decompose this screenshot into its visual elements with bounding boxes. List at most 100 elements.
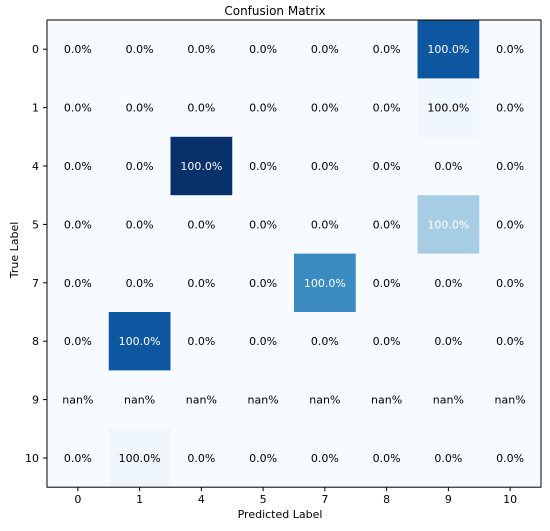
- heatmap-cell-4-0: [47, 136, 110, 196]
- heatmap-cell-8-5: [232, 312, 295, 371]
- heatmap-cell-8-9: [417, 312, 480, 371]
- cell-label-7-0: 0.0%: [64, 277, 92, 290]
- heatmap-cell-0-10: [479, 20, 542, 79]
- cell-label-9-0: nan%: [62, 394, 93, 407]
- cell-label-0-4: 0.0%: [187, 43, 215, 56]
- heatmap-cell-7-8: [355, 253, 418, 313]
- heatmap-cell-1-10: [479, 78, 542, 138]
- cell-label-4-1: 0.0%: [126, 160, 154, 173]
- cell-label-5-5: 0.0%: [249, 218, 277, 231]
- heatmap-cell-10-10: [479, 428, 542, 488]
- heatmap-cell-7-5: [232, 253, 295, 313]
- y-tick-label-10: 10: [25, 452, 39, 465]
- heatmap-cell-1-1: [108, 78, 171, 138]
- cell-label-8-4: 0.0%: [187, 335, 215, 348]
- cell-label-5-8: 0.0%: [373, 218, 401, 231]
- cell-label-1-8: 0.0%: [373, 102, 401, 115]
- heatmap-cell-4-7: [294, 136, 357, 196]
- cell-label-8-5: 0.0%: [249, 335, 277, 348]
- cell-label-1-4: 0.0%: [187, 102, 215, 115]
- heatmap-cell-1-7: [294, 78, 357, 138]
- cell-label-9-1: nan%: [124, 394, 155, 407]
- heatmap-cell-10-0: [47, 428, 110, 488]
- cell-label-1-0: 0.0%: [64, 102, 92, 115]
- cell-label-10-7: 0.0%: [311, 452, 339, 465]
- heatmap-cells: [47, 20, 542, 488]
- heatmap-cell-5-0: [47, 195, 110, 255]
- cell-label-7-9: 0.0%: [434, 277, 462, 290]
- cell-label-7-7: 100.0%: [304, 277, 346, 290]
- heatmap-cell-0-9: [417, 20, 480, 79]
- x-tick-label-1: 1: [136, 493, 143, 506]
- cell-label-9-5: nan%: [248, 394, 279, 407]
- cell-label-8-7: 0.0%: [311, 335, 339, 348]
- cell-label-4-0: 0.0%: [64, 160, 92, 173]
- heatmap-cell-8-7: [294, 312, 357, 371]
- cell-label-7-10: 0.0%: [496, 277, 524, 290]
- x-tick-label-5: 5: [260, 493, 267, 506]
- cell-label-10-0: 0.0%: [64, 452, 92, 465]
- cell-label-0-1: 0.0%: [126, 43, 154, 56]
- cell-label-7-1: 0.0%: [126, 277, 154, 290]
- cell-label-4-10: 0.0%: [496, 160, 524, 173]
- heatmap-cell-9-0: [47, 370, 110, 430]
- cell-label-0-5: 0.0%: [249, 43, 277, 56]
- heatmap-cell-7-4: [170, 253, 233, 313]
- heatmap-cell-0-5: [232, 20, 295, 79]
- heatmap-cell-8-10: [479, 312, 542, 371]
- cell-label-5-0: 0.0%: [64, 218, 92, 231]
- y-axis-label: True Label: [8, 222, 21, 280]
- cell-label-10-5: 0.0%: [249, 452, 277, 465]
- heatmap-cell-7-9: [417, 253, 480, 313]
- cell-label-5-1: 0.0%: [126, 218, 154, 231]
- heatmap-cell-10-8: [355, 428, 418, 488]
- heatmap-cell-1-0: [47, 78, 110, 138]
- heatmap-cell-0-7: [294, 20, 357, 79]
- cell-label-5-10: 0.0%: [496, 218, 524, 231]
- cell-label-1-9: 100.0%: [427, 102, 469, 115]
- heatmap-cell-9-5: [232, 370, 295, 430]
- heatmap-cell-4-9: [417, 136, 480, 196]
- heatmap-cell-8-8: [355, 312, 418, 371]
- cell-label-9-4: nan%: [186, 394, 217, 407]
- cell-label-4-4: 100.0%: [180, 160, 222, 173]
- heatmap-cell-10-4: [170, 428, 233, 488]
- x-axis: 0 1 4 5 7 8 9 10: [74, 487, 517, 506]
- cell-label-4-5: 0.0%: [249, 160, 277, 173]
- plot-frame: [46, 19, 542, 488]
- heatmap-cell-4-4: [170, 136, 233, 196]
- heatmap-cell-1-4: [170, 78, 233, 138]
- heatmap-cell-1-8: [355, 78, 418, 138]
- cell-label-0-0: 0.0%: [64, 43, 92, 56]
- cell-label-9-7: nan%: [309, 394, 340, 407]
- heatmap-cell-10-9: [417, 428, 480, 488]
- cell-label-4-9: 0.0%: [434, 160, 462, 173]
- x-tick-label-7: 7: [321, 493, 328, 506]
- y-tick-label-8: 8: [32, 335, 39, 348]
- cell-label-5-9: 100.0%: [427, 218, 469, 231]
- cell-label-8-8: 0.0%: [373, 335, 401, 348]
- heatmap-cell-9-1: [108, 370, 171, 430]
- x-tick-label-10: 10: [503, 493, 517, 506]
- heatmap-cell-0-0: [47, 20, 110, 79]
- heatmap-cell-5-9: [417, 195, 480, 255]
- cell-label-10-4: 0.0%: [187, 452, 215, 465]
- cell-label-1-7: 0.0%: [311, 102, 339, 115]
- y-tick-label-1: 1: [32, 102, 39, 115]
- cell-label-1-5: 0.0%: [249, 102, 277, 115]
- heatmap-cell-5-1: [108, 195, 171, 255]
- x-tick-label-8: 8: [383, 493, 390, 506]
- heatmap-cell-1-9: [417, 78, 480, 138]
- cell-label-8-1: 100.0%: [119, 335, 161, 348]
- heatmap-cell-0-4: [170, 20, 233, 79]
- heatmap-cell-4-8: [355, 136, 418, 196]
- cell-label-10-1: 100.0%: [119, 452, 161, 465]
- cell-value-labels: 0.0% 0.0% 0.0% 0.0% 0.0% 0.0% 100.0% 0.0% 0.0% 0.…: [62, 43, 525, 465]
- heatmap-cell-9-9: [417, 370, 480, 430]
- cell-label-5-4: 0.0%: [187, 218, 215, 231]
- y-tick-label-4: 4: [32, 160, 39, 173]
- x-tick-label-0: 0: [74, 493, 81, 506]
- heatmap-cell-5-4: [170, 195, 233, 255]
- heatmap-cell-0-8: [355, 20, 418, 79]
